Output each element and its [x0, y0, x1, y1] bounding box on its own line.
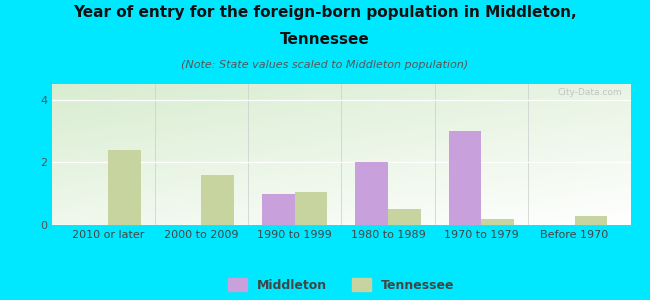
Bar: [481, 219, 514, 225]
Bar: [262, 194, 294, 225]
Bar: [388, 209, 421, 225]
Text: Year of entry for the foreign-born population in Middleton,: Year of entry for the foreign-born popul…: [73, 4, 577, 20]
Bar: [575, 216, 607, 225]
Bar: [294, 192, 327, 225]
Bar: [356, 162, 388, 225]
Legend: Middleton, Tennessee: Middleton, Tennessee: [228, 278, 454, 292]
Bar: [448, 131, 481, 225]
Bar: [108, 150, 140, 225]
Bar: [202, 175, 234, 225]
Text: (Note: State values scaled to Middleton population): (Note: State values scaled to Middleton …: [181, 60, 469, 70]
Text: Tennessee: Tennessee: [280, 32, 370, 46]
Text: City-Data.com: City-Data.com: [557, 88, 622, 97]
